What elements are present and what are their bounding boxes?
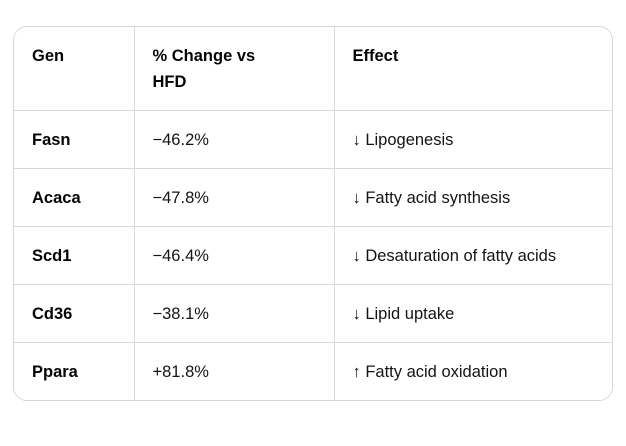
effect-cell: ↑ Fatty acid oxidation <box>334 342 612 400</box>
effect-text: ↑ Fatty acid oxidation <box>352 363 508 381</box>
table-row-cd36: Cd36 −38.1% ↓ Lipid uptake <box>14 284 612 343</box>
table-row-acaca: Acaca −47.8% ↓ Fatty acid synthesis <box>14 168 612 227</box>
change-cell: −47.8% <box>134 168 335 227</box>
effect-cell: ↓ Lipid uptake <box>334 284 612 343</box>
effect-text: ↓ Lipogenesis <box>352 131 454 149</box>
effect-text: ↓ Desaturation of fatty acids <box>352 247 557 265</box>
change-cell: −38.1% <box>134 284 335 343</box>
table-row-fasn: Fasn −46.2% ↓ Lipogenesis <box>14 110 612 169</box>
gene-name-cell: Acaca <box>14 168 135 227</box>
table-row-scd1: Scd1 −46.4% ↓ Desaturation of fatty acid… <box>14 226 612 285</box>
gene-name-cell: Cd36 <box>14 284 135 343</box>
effect-cell: ↓ Lipogenesis <box>334 110 612 169</box>
effect-text: ↓ Lipid uptake <box>352 305 455 323</box>
gene-table: Gen % Change vs HFD Effect Fasn −46.2% ↓… <box>14 27 612 400</box>
gene-name-cell: Fasn <box>14 110 135 169</box>
gene-name-cell: Ppara <box>14 342 135 400</box>
effect-text: ↓ Fatty acid synthesis <box>352 189 511 207</box>
column-header-change-vs-hfd: % Change vs HFD <box>134 27 335 111</box>
change-cell: +81.8% <box>134 342 335 400</box>
header-row: Gen % Change vs HFD Effect <box>14 27 612 111</box>
column-header-gene: Gen <box>14 27 135 111</box>
gene-expression-table: Gen % Change vs HFD Effect Fasn −46.2% ↓… <box>13 26 613 401</box>
effect-cell: ↓ Desaturation of fatty acids <box>334 226 612 285</box>
table-row-ppara: Ppara +81.8% ↑ Fatty acid oxidation <box>14 342 612 400</box>
column-header-change-label: % Change vs HFD <box>152 47 256 91</box>
column-header-effect: Effect <box>334 27 612 111</box>
effect-cell: ↓ Fatty acid synthesis <box>334 168 612 227</box>
change-cell: −46.2% <box>134 110 335 169</box>
gene-name-cell: Scd1 <box>14 226 135 285</box>
change-cell: −46.4% <box>134 226 335 285</box>
